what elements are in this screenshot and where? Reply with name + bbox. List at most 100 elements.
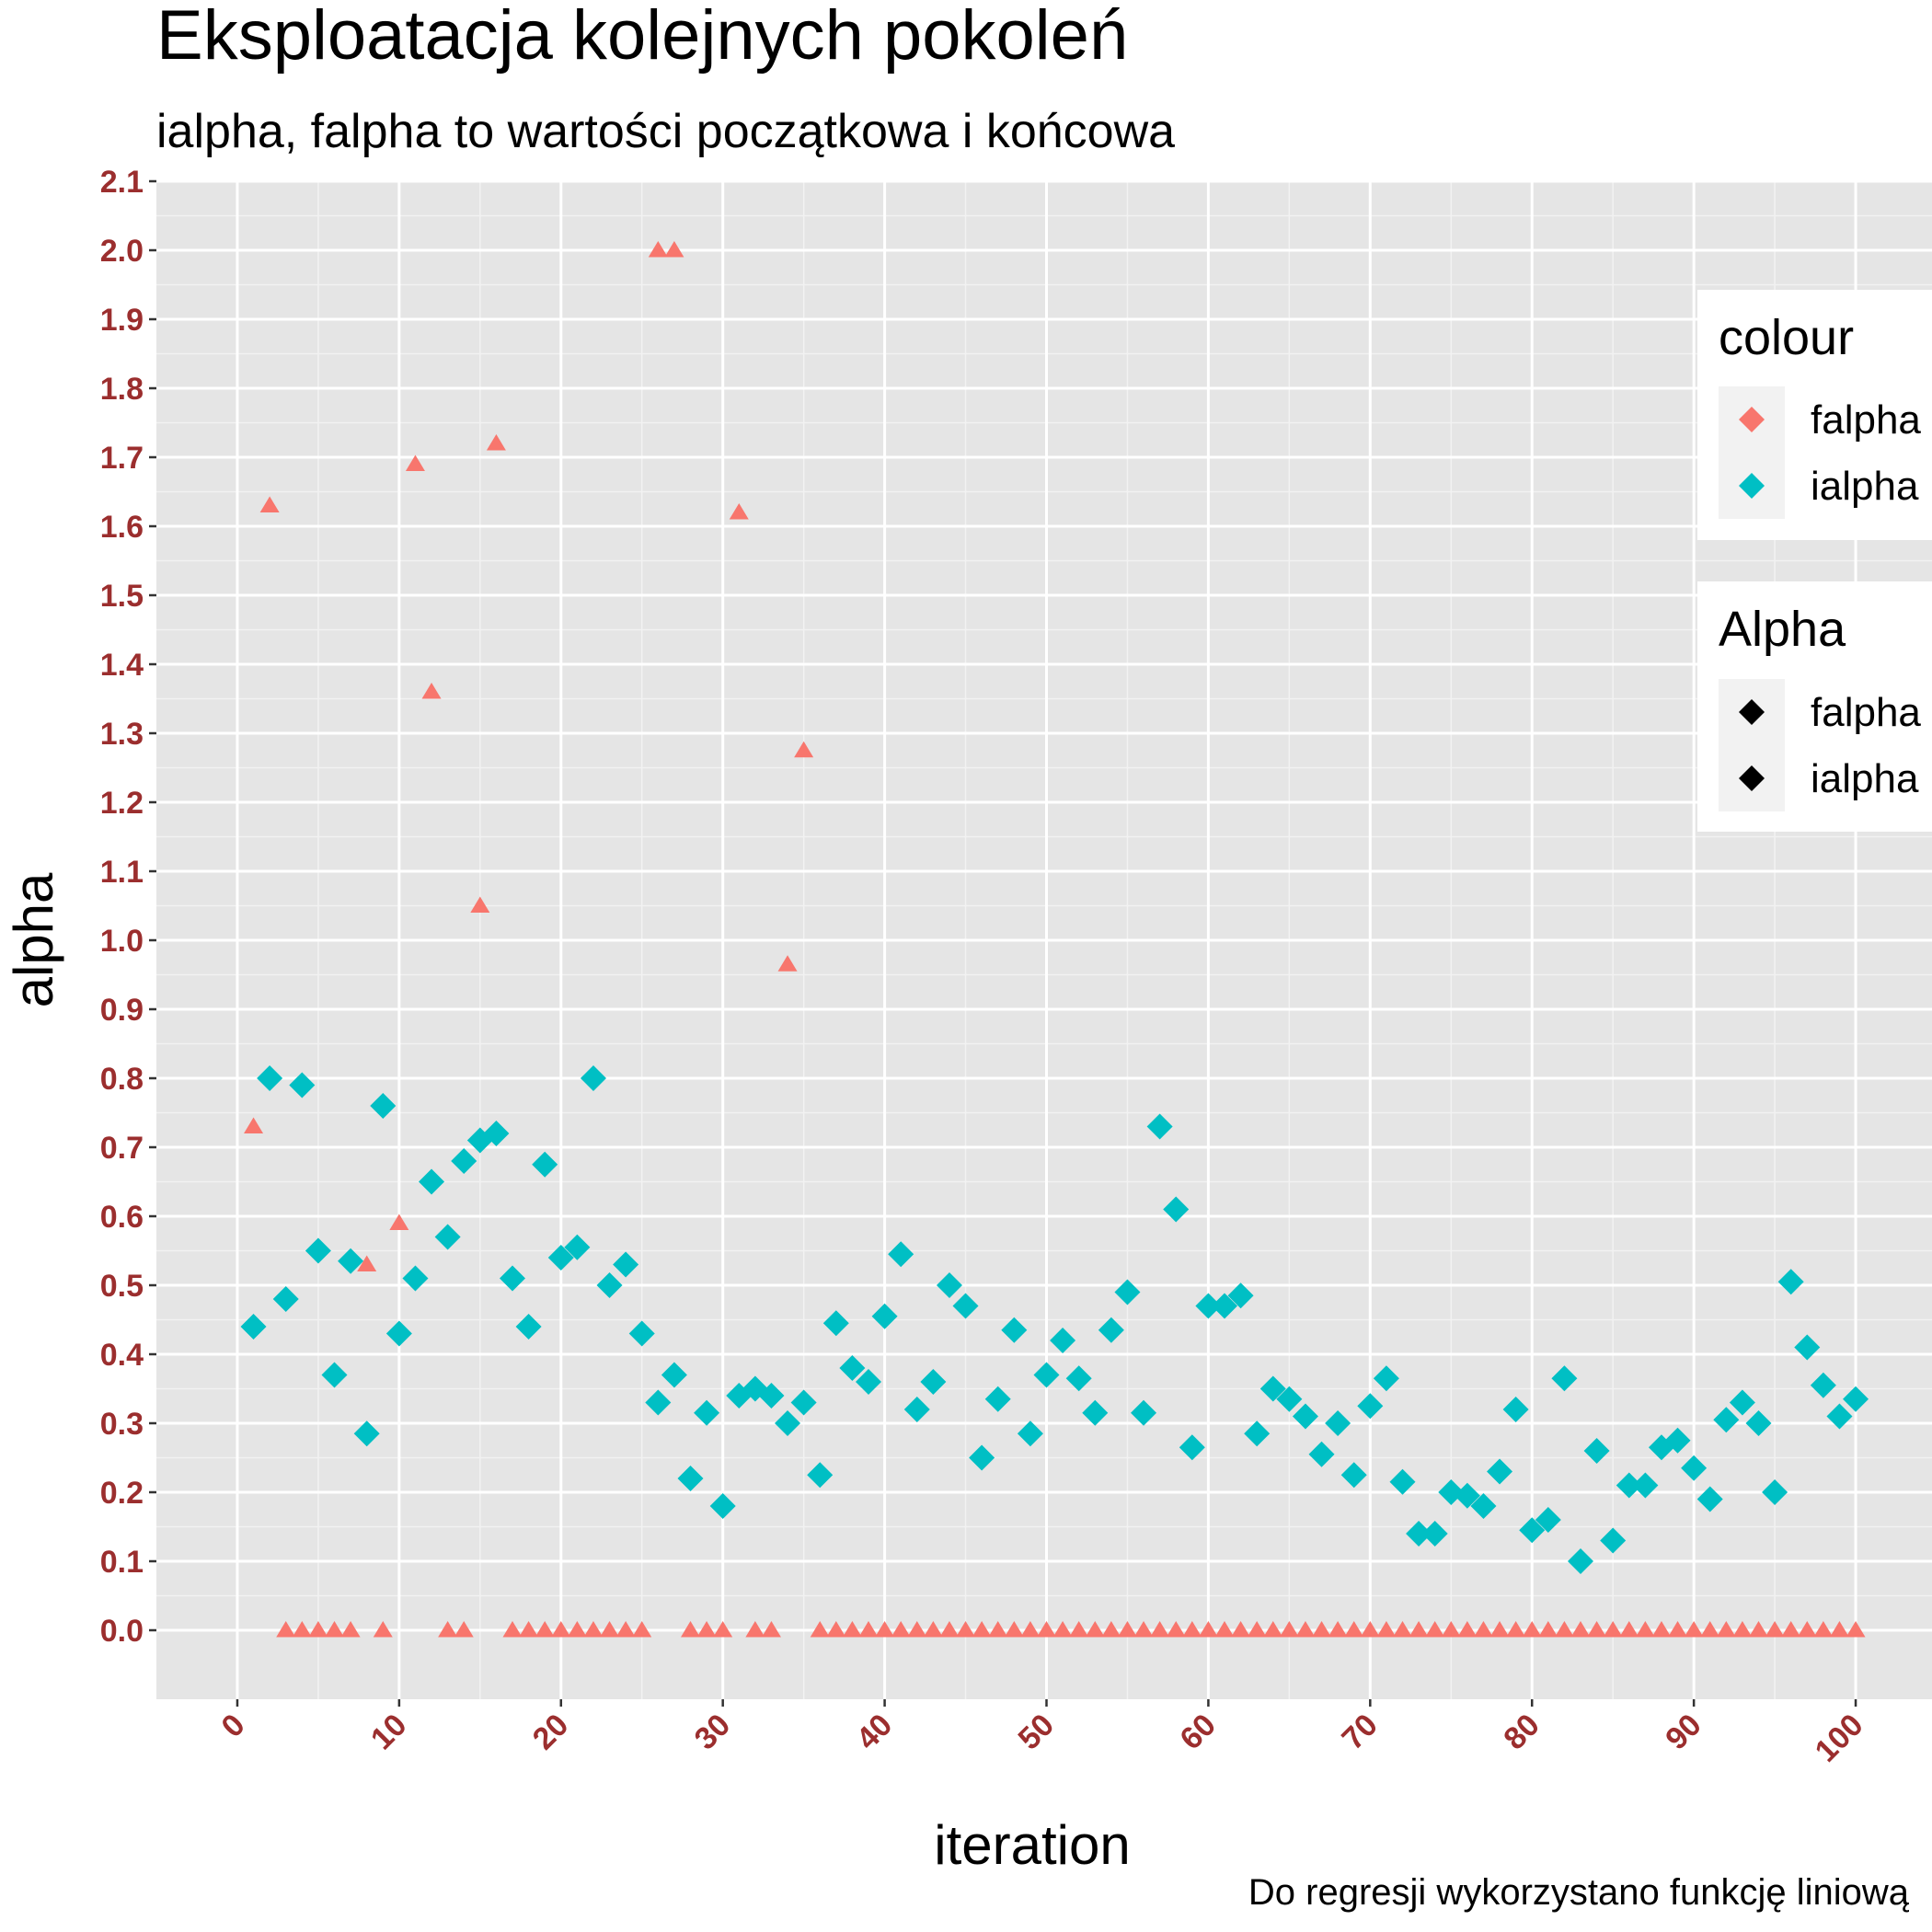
point-ialpha <box>1600 1527 1627 1554</box>
point-ialpha <box>871 1303 898 1329</box>
point-falpha <box>389 1213 409 1230</box>
point-falpha <box>745 1621 765 1638</box>
point-ialpha <box>1826 1403 1853 1430</box>
point-ialpha <box>969 1444 995 1471</box>
point-falpha <box>1344 1621 1364 1638</box>
point-ialpha <box>402 1265 429 1292</box>
point-falpha <box>826 1621 846 1638</box>
point-falpha <box>470 896 490 913</box>
point-falpha <box>1214 1621 1235 1638</box>
point-falpha <box>794 741 814 758</box>
y-tick-label: 2.1 <box>100 165 144 200</box>
point-ialpha <box>1259 1375 1286 1402</box>
legend-label-falpha: falpha <box>1811 690 1921 735</box>
point-falpha <box>292 1621 312 1638</box>
point-ialpha <box>515 1314 542 1340</box>
point-ialpha <box>1195 1293 1222 1319</box>
y-tick-label: 1.3 <box>100 717 144 752</box>
y-tick-label: 0.2 <box>100 1476 144 1511</box>
point-ialpha <box>321 1362 348 1388</box>
legend-colour: colour falpha ialpha <box>1697 290 1932 540</box>
point-ialpha <box>1762 1479 1788 1505</box>
point-falpha <box>1020 1621 1041 1638</box>
point-ialpha <box>1583 1438 1610 1464</box>
point-falpha <box>1279 1621 1299 1638</box>
point-falpha <box>1052 1621 1073 1638</box>
point-falpha <box>1263 1621 1283 1638</box>
x-tick-label: 80 <box>1497 1708 1547 1757</box>
point-ialpha <box>580 1065 606 1091</box>
point-ialpha <box>613 1251 639 1278</box>
y-tick-label: 1.8 <box>100 372 144 407</box>
x-tick-label: 90 <box>1659 1708 1708 1757</box>
point-ialpha <box>1729 1389 1755 1416</box>
point-falpha <box>1198 1621 1218 1638</box>
chart-caption: Do regresji wykorzystano funkcję liniową <box>1248 1872 1910 1913</box>
point-ialpha <box>434 1224 461 1250</box>
point-ialpha <box>822 1310 849 1337</box>
point-falpha <box>842 1621 862 1638</box>
x-tick-label: 0 <box>214 1708 251 1744</box>
point-ialpha <box>1244 1420 1271 1447</box>
point-ialpha <box>1276 1386 1303 1412</box>
y-tick-label: 0.8 <box>100 1062 144 1097</box>
point-falpha <box>632 1621 652 1638</box>
point-falpha <box>1538 1621 1558 1638</box>
grid-lines <box>156 179 1932 1699</box>
point-ialpha <box>1406 1521 1432 1547</box>
point-falpha <box>1619 1621 1639 1638</box>
point-falpha <box>875 1621 895 1638</box>
legend-key-ialpha <box>1739 765 1765 791</box>
y-tick-label: 0.0 <box>100 1614 144 1649</box>
legend-key-ialpha <box>1739 473 1765 499</box>
point-ialpha <box>1082 1399 1109 1426</box>
point-ialpha <box>1487 1458 1513 1485</box>
chart-subtitle: ialpha, falpha to wartości początkowa i … <box>156 105 1175 158</box>
point-ialpha <box>1163 1196 1190 1223</box>
point-falpha <box>956 1621 976 1638</box>
point-falpha <box>1150 1621 1170 1638</box>
point-falpha <box>1101 1621 1121 1638</box>
x-tick-label: 20 <box>526 1708 576 1757</box>
point-falpha <box>761 1621 781 1638</box>
point-falpha <box>648 241 668 258</box>
point-ialpha <box>1033 1362 1060 1388</box>
point-falpha <box>567 1621 587 1638</box>
point-falpha <box>923 1621 943 1638</box>
point-falpha <box>713 1621 733 1638</box>
point-ialpha <box>1843 1386 1869 1412</box>
point-ialpha <box>1810 1372 1836 1398</box>
point-ialpha <box>1340 1462 1367 1489</box>
point-falpha <box>551 1621 571 1638</box>
point-ialpha <box>338 1248 364 1274</box>
y-tick-label: 1.7 <box>100 441 144 476</box>
point-falpha <box>1635 1621 1655 1638</box>
y-tick-label: 1.6 <box>100 510 144 545</box>
point-ialpha <box>305 1237 331 1264</box>
point-falpha <box>1085 1621 1105 1638</box>
point-ialpha <box>645 1389 672 1416</box>
point-ialpha <box>370 1093 397 1119</box>
point-falpha <box>1765 1621 1785 1638</box>
point-falpha <box>1312 1621 1332 1638</box>
point-falpha <box>1684 1621 1704 1638</box>
point-falpha <box>1166 1621 1186 1638</box>
point-falpha <box>276 1621 296 1638</box>
point-falpha <box>1473 1621 1493 1638</box>
point-ialpha <box>385 1320 412 1347</box>
point-falpha <box>1133 1621 1154 1638</box>
point-falpha <box>988 1621 1008 1638</box>
point-falpha <box>1570 1621 1591 1638</box>
point-ialpha <box>1357 1393 1384 1420</box>
legend-title: colour <box>1719 310 1854 365</box>
point-falpha <box>1522 1621 1542 1638</box>
point-ialpha <box>1745 1410 1772 1436</box>
x-tick-label: 50 <box>1012 1708 1062 1757</box>
point-ialpha <box>1292 1403 1318 1430</box>
point-falpha <box>1587 1621 1607 1638</box>
point-ialpha <box>1696 1486 1723 1512</box>
y-tick-label: 1.2 <box>100 786 144 821</box>
x-tick-label: 60 <box>1173 1708 1223 1757</box>
point-ialpha <box>353 1420 380 1447</box>
